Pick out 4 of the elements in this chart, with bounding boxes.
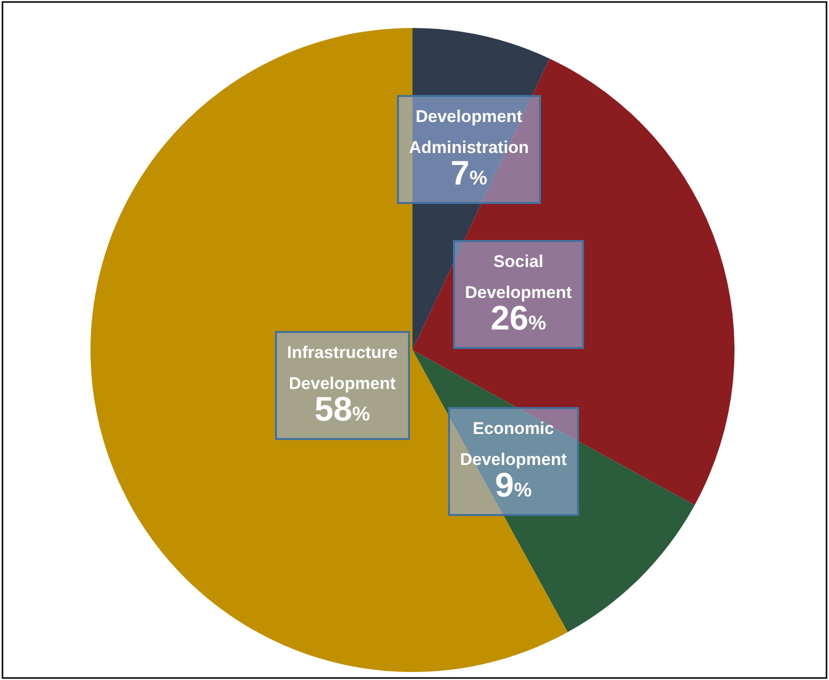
- slice-label: Social Development: [465, 252, 572, 302]
- slice-label: Economic Development: [460, 419, 568, 470]
- slice-label: Infrastructure Development: [287, 343, 398, 394]
- pie-slice: [412, 350, 695, 632]
